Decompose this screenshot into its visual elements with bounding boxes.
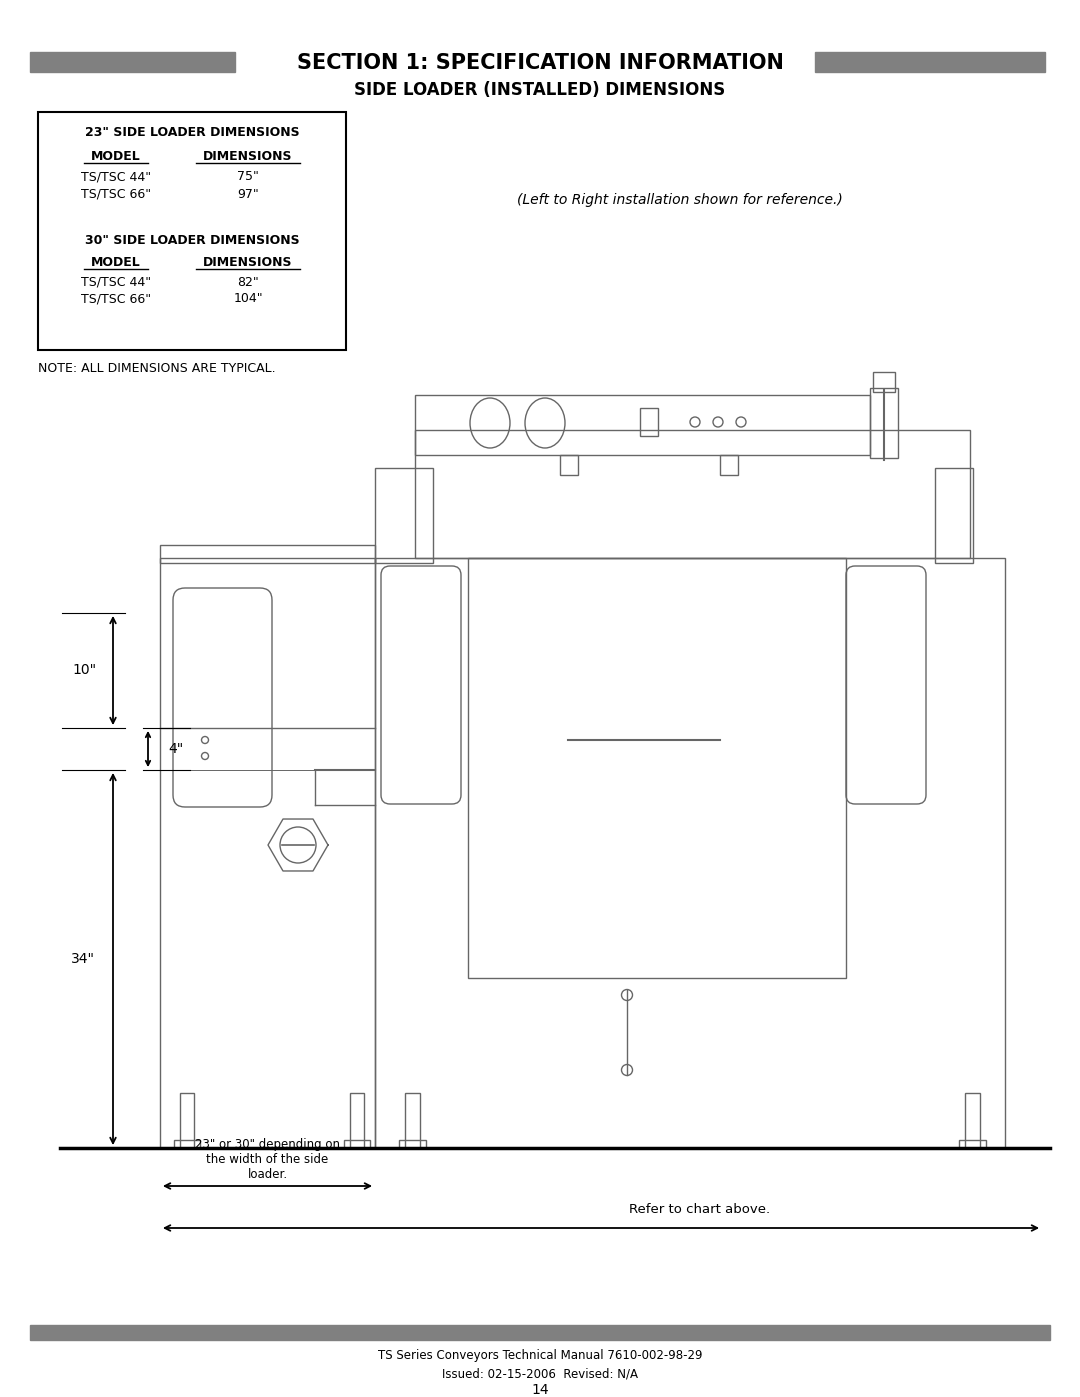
Bar <box>405 1092 420 1148</box>
Text: 4": 4" <box>168 742 184 756</box>
Text: 23" or 30" depending on
the width of the side
loader.: 23" or 30" depending on the width of the… <box>195 1139 340 1180</box>
Text: 82": 82" <box>238 275 259 289</box>
Bar <box>160 545 375 563</box>
Text: 104": 104" <box>233 292 262 306</box>
Bar <box>720 455 738 475</box>
Text: TS/TSC 44": TS/TSC 44" <box>81 275 151 289</box>
Text: TS Series Conveyors Technical Manual 7610-002-98-29: TS Series Conveyors Technical Manual 761… <box>378 1348 702 1362</box>
Text: 75": 75" <box>238 170 259 183</box>
Bar <box>174 1140 200 1148</box>
Bar <box>640 408 658 436</box>
Bar <box>815 52 1045 73</box>
Bar <box>375 557 1005 1148</box>
Bar <box>350 1092 364 1148</box>
Bar <box>959 1140 986 1148</box>
Text: TS/TSC 44": TS/TSC 44" <box>81 170 151 183</box>
Bar <box>160 557 375 1148</box>
Bar <box>935 468 973 563</box>
Bar <box>30 52 235 73</box>
Bar <box>399 1140 426 1148</box>
Text: TS/TSC 66": TS/TSC 66" <box>81 187 151 201</box>
Bar <box>561 455 578 475</box>
Text: TS/TSC 66": TS/TSC 66" <box>81 292 151 306</box>
Text: Refer to chart above.: Refer to chart above. <box>630 1203 770 1215</box>
Bar <box>38 112 346 351</box>
Bar <box>30 1324 1050 1340</box>
Text: Issued: 02-15-2006  Revised: N/A: Issued: 02-15-2006 Revised: N/A <box>442 1368 638 1380</box>
Text: 14: 14 <box>531 1383 549 1397</box>
Bar <box>180 1092 194 1148</box>
Text: (Left to Right installation shown for reference.): (Left to Right installation shown for re… <box>517 193 842 207</box>
Text: DIMENSIONS: DIMENSIONS <box>203 149 293 162</box>
Text: NOTE: ALL DIMENSIONS ARE TYPICAL.: NOTE: ALL DIMENSIONS ARE TYPICAL. <box>38 362 275 374</box>
Text: MODEL: MODEL <box>91 256 140 268</box>
Bar <box>870 388 897 458</box>
Text: 30" SIDE LOADER DIMENSIONS: 30" SIDE LOADER DIMENSIONS <box>84 233 299 246</box>
Text: SIDE LOADER (INSTALLED) DIMENSIONS: SIDE LOADER (INSTALLED) DIMENSIONS <box>354 81 726 99</box>
Bar <box>415 395 870 455</box>
Text: 10": 10" <box>73 664 97 678</box>
Bar <box>415 430 970 557</box>
Bar <box>873 372 895 393</box>
Bar <box>375 468 433 563</box>
Bar <box>468 557 846 978</box>
Text: DIMENSIONS: DIMENSIONS <box>203 256 293 268</box>
Text: 23" SIDE LOADER DIMENSIONS: 23" SIDE LOADER DIMENSIONS <box>84 126 299 138</box>
Text: SECTION 1: SPECIFICATION INFORMATION: SECTION 1: SPECIFICATION INFORMATION <box>297 53 783 73</box>
Bar <box>345 1140 370 1148</box>
Text: 97": 97" <box>238 187 259 201</box>
Bar <box>966 1092 980 1148</box>
Text: MODEL: MODEL <box>91 149 140 162</box>
Text: 34": 34" <box>71 951 95 965</box>
